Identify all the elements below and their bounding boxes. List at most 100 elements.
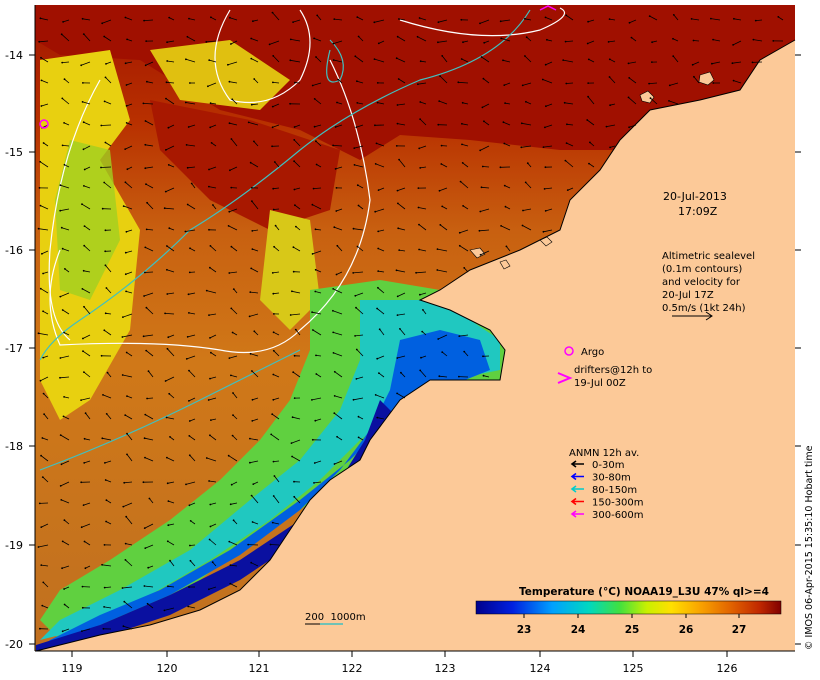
velocity-arrow xyxy=(294,204,301,210)
velocity-arrow xyxy=(191,183,196,189)
velocity-arrow xyxy=(378,372,385,378)
velocity-arrow xyxy=(567,187,574,191)
velocity-arrow xyxy=(480,208,490,212)
velocity-arrow-head xyxy=(125,84,128,86)
velocity-arrow-head xyxy=(232,288,235,290)
lon-tick-label: 125 xyxy=(623,662,644,675)
velocity-arrow xyxy=(272,103,280,107)
velocity-arrow xyxy=(104,586,112,588)
velocity-arrow xyxy=(589,142,595,147)
velocity-arrow xyxy=(292,416,301,420)
velocity-arrow-head xyxy=(188,504,191,507)
velocity-arrow-head xyxy=(122,205,125,208)
velocity-arrow-head xyxy=(374,124,376,127)
velocity-arrow-head xyxy=(63,331,66,334)
velocity-arrow xyxy=(146,202,154,210)
velocity-arrow-head xyxy=(315,140,317,143)
velocity-arrow-head xyxy=(311,203,314,206)
credit-text: © IMOS 06-Apr-2015 15:35:10 Hobart time xyxy=(804,445,815,650)
velocity-arrow-head xyxy=(291,290,293,293)
velocity-arrow xyxy=(609,76,616,84)
velocity-arrow xyxy=(209,480,217,483)
velocity-arrow xyxy=(167,540,175,546)
velocity-arrow-head xyxy=(61,97,64,100)
velocity-arrow xyxy=(83,502,91,506)
velocity-arrow-head xyxy=(398,18,400,20)
velocity-arrow xyxy=(64,604,70,609)
velocity-arrow xyxy=(145,166,154,169)
velocity-arrow xyxy=(313,38,322,42)
velocity-arrow-head xyxy=(83,462,86,464)
velocity-arrow-head xyxy=(459,180,462,183)
velocity-arrow-head xyxy=(143,19,146,22)
velocity-arrow xyxy=(482,166,490,168)
velocity-arrow xyxy=(440,224,448,231)
velocity-arrow-head xyxy=(230,138,233,140)
velocity-arrow-head xyxy=(251,248,254,251)
velocity-arrow xyxy=(229,271,238,274)
velocity-arrow-head xyxy=(333,226,336,229)
velocity-arrow-head xyxy=(83,540,86,543)
velocity-arrow-head xyxy=(441,55,444,57)
velocity-arrow-head xyxy=(563,101,566,104)
velocity-arrow-head xyxy=(82,337,84,340)
velocity-arrow-head xyxy=(60,226,63,229)
velocity-arrow xyxy=(274,161,280,168)
velocity-arrow-head xyxy=(294,81,296,84)
velocity-arrow-head xyxy=(524,55,526,57)
latitude-axis: -14 -15 -16 -17 -18 -19 -20 xyxy=(5,49,801,651)
velocity-arrow-head xyxy=(42,142,45,144)
velocity-arrow xyxy=(229,17,238,21)
anmn-legend-arrow xyxy=(570,510,584,518)
velocity-arrow-head xyxy=(125,351,128,354)
velocity-arrow xyxy=(186,355,196,360)
velocity-arrow xyxy=(292,371,301,378)
velocity-arrow xyxy=(188,292,196,295)
velocity-arrow xyxy=(462,102,469,105)
velocity-arrow xyxy=(439,375,448,378)
velocity-arrow-head xyxy=(185,58,187,61)
velocity-arrow xyxy=(313,187,322,189)
velocity-arrow xyxy=(375,208,385,213)
velocity-arrow-head xyxy=(250,561,253,564)
velocity-arrow xyxy=(522,208,532,211)
velocity-arrow-head xyxy=(144,143,147,146)
velocity-arrow-head xyxy=(272,208,275,211)
velocity-arrow xyxy=(378,248,385,252)
velocity-arrow-head xyxy=(416,35,419,38)
velocity-arrow-head xyxy=(230,374,232,377)
velocity-arrow-head xyxy=(271,521,274,524)
velocity-arrow-head xyxy=(521,84,524,87)
velocity-arrow xyxy=(313,481,322,484)
velocity-arrow xyxy=(354,145,364,149)
velocity-arrow-head xyxy=(122,625,125,628)
velocity-arrow-head xyxy=(37,332,40,335)
velocity-arrow xyxy=(315,140,322,147)
velocity-arrow-head xyxy=(104,264,107,267)
velocity-arrow xyxy=(60,355,70,359)
velocity-arrow-head xyxy=(103,100,106,103)
velocity-arrow-head xyxy=(251,370,253,372)
velocity-arrow xyxy=(168,393,175,399)
velocity-arrow-head xyxy=(101,207,104,210)
velocity-arrow-head xyxy=(587,58,590,61)
velocity-arrow-head xyxy=(564,159,567,162)
velocity-arrow xyxy=(379,329,385,336)
velocity-arrow-head xyxy=(144,246,147,249)
velocity-arrow-head xyxy=(458,231,461,234)
velocity-arrow-head xyxy=(250,37,253,40)
velocity-arrow-head xyxy=(168,227,171,230)
velocity-arrow-head xyxy=(356,184,359,187)
velocity-arrow-head xyxy=(41,252,43,255)
velocity-arrow-head xyxy=(352,398,355,401)
velocity-arrow-head xyxy=(419,118,421,120)
velocity-arrow xyxy=(566,82,574,84)
velocity-arrow-head xyxy=(274,224,277,227)
velocity-arrow xyxy=(316,373,322,378)
velocity-arrow xyxy=(733,18,742,21)
velocity-arrow-head xyxy=(356,102,359,104)
velocity-arrow xyxy=(628,124,637,128)
velocity-arrow xyxy=(333,145,343,147)
velocity-arrow xyxy=(273,397,280,401)
velocity-arrow-head xyxy=(751,61,754,64)
